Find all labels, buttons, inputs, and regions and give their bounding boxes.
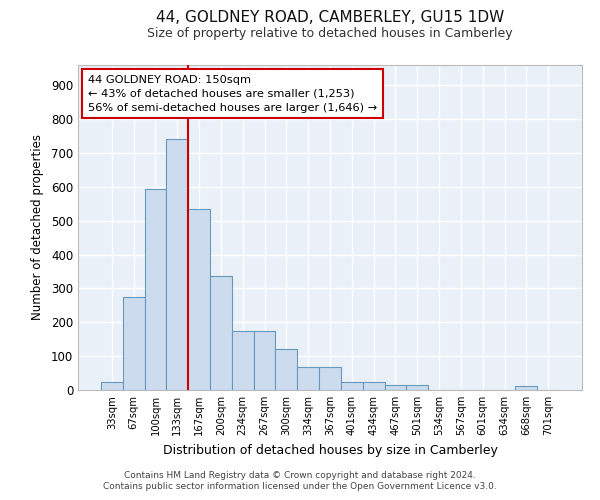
Y-axis label: Number of detached properties: Number of detached properties — [31, 134, 44, 320]
Bar — [188, 209, 210, 390]
Bar — [275, 350, 297, 390]
Bar — [385, 385, 406, 390]
Bar — [123, 297, 145, 390]
Text: Contains HM Land Registry data © Crown copyright and database right 2024.: Contains HM Land Registry data © Crown c… — [124, 470, 476, 480]
Bar — [363, 382, 385, 390]
Bar — [232, 331, 254, 390]
Bar — [145, 188, 166, 390]
Text: 44 GOLDNEY ROAD: 150sqm
← 43% of detached houses are smaller (1,253)
56% of semi: 44 GOLDNEY ROAD: 150sqm ← 43% of detache… — [88, 74, 377, 113]
Bar — [297, 367, 319, 390]
Bar — [515, 386, 537, 390]
Bar — [341, 382, 363, 390]
Bar — [319, 367, 341, 390]
Text: Size of property relative to detached houses in Camberley: Size of property relative to detached ho… — [147, 28, 513, 40]
Bar — [166, 140, 188, 390]
Text: 44, GOLDNEY ROAD, CAMBERLEY, GU15 1DW: 44, GOLDNEY ROAD, CAMBERLEY, GU15 1DW — [156, 10, 504, 26]
Bar — [210, 276, 232, 390]
Bar — [101, 382, 123, 390]
Bar — [254, 331, 275, 390]
X-axis label: Distribution of detached houses by size in Camberley: Distribution of detached houses by size … — [163, 444, 497, 456]
Text: Contains public sector information licensed under the Open Government Licence v3: Contains public sector information licen… — [103, 482, 497, 491]
Bar — [406, 385, 428, 390]
